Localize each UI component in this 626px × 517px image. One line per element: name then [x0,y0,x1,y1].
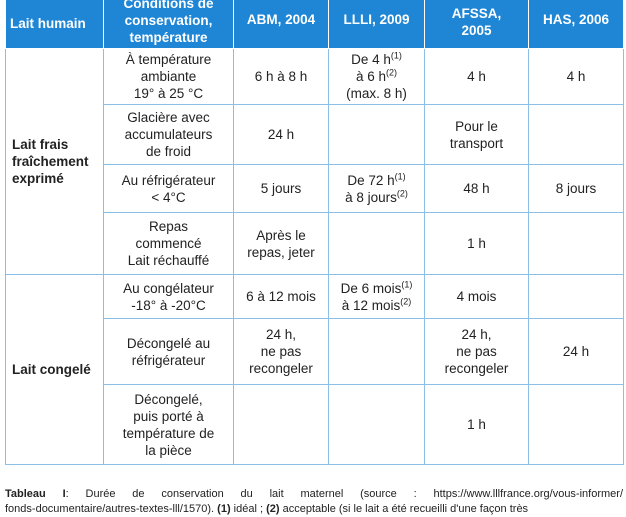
cell-condition: Repas commencé Lait réchauffé [103,212,234,275]
cell-has: 8 jours [528,164,624,213]
conservation-table: Lait humain Conditions de conservation, … [5,0,624,465]
cell-llli: De 72 h(1) à 8 jours(2) [328,164,425,213]
cell-abm: 5 jours [233,164,329,213]
header-llli: LLLI, 2009 [328,0,425,49]
cell-llli [328,212,425,275]
table-row: Décongelé, puis porté à température de l… [6,384,624,465]
cell-condition: Au réfrigérateur < 4°C [103,164,234,213]
cell-llli [328,384,425,465]
cell-has: 24 h [528,318,624,385]
cell-abm: 6 h à 8 h [233,48,329,105]
cell-llli: De 4 h(1) à 6 h(2) (max. 8 h) [328,48,425,105]
table-row: Lait frais fraîchement exprimé À tempéra… [5,48,624,275]
table-row: Glacière avec accumulateurs de froid 24 … [6,104,624,165]
cell-condition: À température ambiante 19° à 25 °C [103,48,234,105]
caption-line-1: Tableau I: Durée de conservation du lait… [5,488,623,500]
cell-afssa: Pour le transport [424,104,529,165]
cell-condition: Décongelé, puis porté à température de l… [103,384,234,465]
cell-abm: Après le repas, jeter [233,212,329,275]
cell-llli [328,318,425,385]
cell-llli [328,104,425,165]
cell-has [528,212,624,275]
cell-has [528,104,624,165]
header-row: Lait humain Conditions de conservation, … [5,0,624,49]
table-caption: Tableau I: Durée de conservation du lait… [5,487,623,517]
header-has: HAS, 2006 [528,0,624,49]
cell-condition: Décongelé au réfrigérateur [103,318,234,385]
cell-afssa: 4 h [424,48,529,105]
table-row: Au réfrigérateur < 4°C 5 jours De 72 h(1… [6,164,624,213]
cell-afssa: 24 h, ne pas recongeler [424,318,529,385]
group-lait-congele: Lait congelé [5,274,104,465]
cell-has [528,274,624,319]
cell-has: 4 h [528,48,624,105]
cell-abm [233,384,329,465]
cell-has [528,384,624,465]
table-row: Lait congelé Au congélateur -18° à -20°C… [5,274,624,465]
header-lait-humain: Lait humain [5,0,104,49]
caption-line-2: fonds-documentaire/autres-textes-lll/157… [5,503,529,515]
cell-abm: 6 à 12 mois [233,274,329,319]
group-lait-frais: Lait frais fraîchement exprimé [5,48,104,275]
cell-afssa: 48 h [424,164,529,213]
header-abm: ABM, 2004 [233,0,329,49]
cell-afssa: 1 h [424,212,529,275]
cell-abm: 24 h [233,104,329,165]
header-afssa: AFSSA, 2005 [424,0,529,49]
cell-afssa: 1 h [424,384,529,465]
cell-afssa: 4 mois [424,274,529,319]
cell-abm: 24 h, ne pas recongeler [233,318,329,385]
cell-condition: Au congélateur -18° à -20°C [103,274,234,319]
cell-llli: De 6 mois(1) à 12 mois(2) [328,274,425,319]
cell-condition: Glacière avec accumulateurs de froid [103,104,234,165]
header-conditions: Conditions de conservation, température [103,0,234,49]
